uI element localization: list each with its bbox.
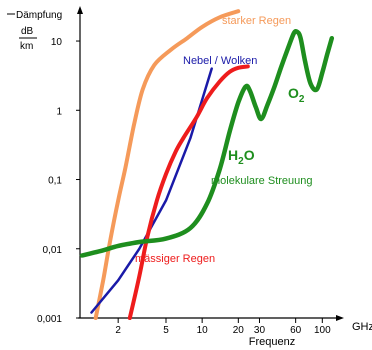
x-tick-label: 5 [163, 325, 169, 336]
y-tick-label: 0,1 [48, 176, 62, 187]
y-unit-denominator: km [20, 41, 33, 52]
label-molekulare-streuung: molekulare Streuung [211, 175, 313, 187]
axis-ticks: 2 5 10 20 30 60 100 0,001 0,01 0,1 1 10 [37, 37, 331, 336]
curve-maessiger-regen [127, 64, 250, 320]
x-axis-title: Frequenz [249, 336, 295, 348]
label-maessiger-regen: mässiger Regen [135, 253, 215, 265]
label-h2o: H2O [228, 147, 255, 167]
label-o2-sub: 2 [299, 94, 305, 105]
curve-nebel-wolken [90, 67, 213, 314]
y-tick-label: 0,001 [37, 314, 62, 325]
label-h2o-main: H [228, 147, 238, 163]
label-nebel-wolken: Nebel / Wolken [183, 55, 257, 67]
x-tick-label: 20 [233, 325, 245, 336]
x-tick-label: 2 [115, 325, 121, 336]
label-starker-regen: starker Regen [222, 15, 291, 27]
label-o2: O2 [288, 85, 305, 105]
y-unit-numerator: dB [21, 26, 34, 37]
y-axis-arrow [77, 6, 83, 14]
curve-starker-regen [93, 9, 241, 320]
curve-molekulare-streuung [79, 29, 335, 258]
x-tick-label: 10 [197, 325, 209, 336]
label-h2o-tail: O [244, 147, 255, 163]
y-tick-label: 1 [56, 106, 62, 117]
x-tick-label: 60 [290, 325, 302, 336]
data-curves [79, 9, 335, 320]
y-tick-label: 0,01 [43, 245, 63, 256]
x-tick-label: 100 [314, 325, 331, 336]
label-o2-main: O [288, 85, 299, 101]
x-tick-label: 30 [254, 325, 266, 336]
label-h2o-sub: 2 [238, 156, 244, 167]
x-axis-unit: GHz [352, 321, 372, 333]
y-axis-title: Dämpfung [16, 10, 62, 21]
x-axis-arrow [336, 315, 344, 321]
y-tick-label: 10 [51, 37, 63, 48]
